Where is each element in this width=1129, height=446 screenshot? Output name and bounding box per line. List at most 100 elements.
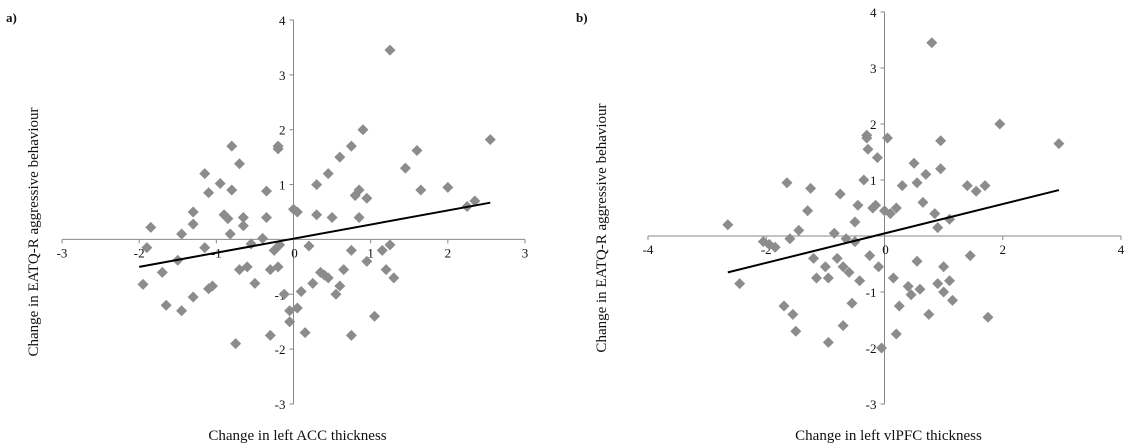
data-point — [831, 252, 843, 264]
data-point — [145, 221, 157, 233]
x-tick-label: 0 — [291, 245, 298, 260]
data-point — [272, 140, 284, 152]
data-point — [890, 328, 902, 340]
data-point — [896, 180, 908, 192]
data-point — [241, 261, 253, 273]
x-tick-label: 2 — [1000, 242, 1007, 257]
data-point — [176, 305, 188, 317]
data-point — [864, 250, 876, 262]
data-point — [722, 219, 734, 231]
y-tick-label: -3 — [275, 397, 286, 412]
x-tick-label: 4 — [1118, 242, 1125, 257]
data-point — [353, 184, 365, 196]
data-point — [199, 168, 211, 180]
data-point — [784, 233, 796, 245]
data-point — [837, 320, 849, 332]
x-axis-title: Change in left ACC thickness — [208, 428, 386, 444]
data-point — [846, 297, 858, 309]
data-point — [944, 275, 956, 287]
y-tick-label: 3 — [870, 61, 877, 76]
x-tick-label: -4 — [643, 242, 654, 257]
data-point — [484, 134, 496, 146]
data-point — [311, 179, 323, 191]
data-point — [311, 209, 323, 221]
data-point — [908, 157, 920, 169]
data-point — [881, 132, 893, 144]
x-tick-label: -2 — [761, 242, 772, 257]
data-point — [249, 277, 261, 289]
data-point — [871, 152, 883, 164]
data-point — [203, 187, 215, 199]
data-point — [411, 145, 423, 157]
data-point — [979, 180, 991, 192]
data-point — [361, 192, 373, 204]
trend-line — [727, 189, 1060, 274]
data-point — [334, 151, 346, 163]
data-point — [734, 278, 746, 290]
data-point — [932, 222, 944, 234]
data-point — [334, 280, 346, 292]
data-point — [214, 177, 226, 189]
y-tick-label: 1 — [279, 178, 286, 193]
y-tick-label: -1 — [866, 285, 877, 300]
data-point — [858, 174, 870, 186]
data-point — [380, 264, 392, 276]
data-point — [233, 158, 245, 170]
panel-b-scatter: -4 -2 0 2 4 -3 -2 -1 1 2 3 4 b) Change in left vlPFC … — [576, 5, 1125, 444]
data-point — [935, 163, 947, 175]
y-tick-label: -2 — [866, 341, 877, 356]
data-point — [442, 181, 454, 193]
data-point — [920, 168, 932, 180]
data-point — [938, 286, 950, 298]
data-point — [887, 272, 899, 284]
x-tick-label: 2 — [445, 245, 452, 260]
data-point — [1053, 138, 1065, 150]
data-point — [778, 300, 790, 312]
data-point — [932, 278, 944, 290]
data-point — [884, 208, 896, 220]
data-point — [822, 336, 834, 348]
data-point — [926, 37, 938, 49]
data-point — [264, 329, 276, 341]
data-point — [793, 224, 805, 236]
data-point — [862, 143, 874, 155]
y-tick-label: 2 — [870, 117, 877, 132]
data-point — [890, 202, 902, 214]
data-point — [307, 277, 319, 289]
data-point — [837, 261, 849, 273]
data-point — [914, 283, 926, 295]
x-tick-label: 3 — [522, 245, 529, 260]
data-point — [353, 211, 365, 223]
data-point — [187, 291, 199, 303]
data-point — [893, 300, 905, 312]
data-point — [870, 199, 882, 211]
data-point — [917, 196, 929, 208]
data-point — [982, 311, 994, 323]
data-point — [176, 228, 188, 240]
data-point — [260, 185, 272, 197]
data-point — [787, 308, 799, 320]
data-point — [935, 135, 947, 147]
data-point — [852, 199, 864, 211]
data-point — [278, 288, 290, 300]
data-point — [790, 325, 802, 337]
data-point — [970, 185, 982, 197]
data-point — [961, 180, 973, 192]
data-point — [303, 240, 315, 252]
data-point — [876, 342, 888, 354]
data-point — [811, 272, 823, 284]
data-point — [326, 211, 338, 223]
data-point — [224, 228, 236, 240]
data-point — [819, 261, 831, 273]
data-point — [141, 242, 153, 254]
data-point — [156, 266, 168, 278]
data-point — [808, 252, 820, 264]
y-tick-label: 4 — [279, 13, 286, 28]
data-point — [964, 250, 976, 262]
data-point — [345, 140, 357, 152]
data-point — [222, 213, 234, 225]
data-point — [938, 261, 950, 273]
data-point — [384, 44, 396, 56]
data-point — [399, 162, 411, 174]
